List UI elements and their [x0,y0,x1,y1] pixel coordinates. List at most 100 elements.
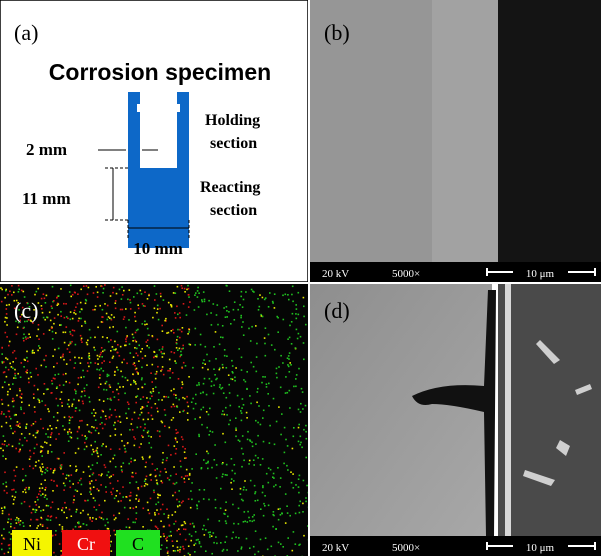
eds-dot [125,413,127,415]
eds-dot [53,366,55,368]
eds-dot [72,483,74,485]
eds-dot [57,314,59,316]
eds-dot [257,388,259,390]
eds-dot [264,505,266,507]
eds-dot [296,318,298,320]
eds-dot [162,462,164,464]
eds-dot [53,300,55,302]
eds-dot [173,394,175,396]
eds-dot [295,347,297,349]
eds-dot [122,496,124,498]
eds-dot [65,507,67,509]
eds-dot [239,441,241,443]
eds-dot [87,370,89,372]
eds-dot [306,485,308,487]
eds-dot [82,403,84,405]
eds-dot [163,299,165,301]
eds-dot [90,493,92,495]
eds-dot [64,417,66,419]
eds-dot [188,294,190,296]
eds-dot [4,506,6,508]
eds-dot [90,445,92,447]
eds-dot [123,318,125,320]
eds-dot [175,492,177,494]
eds-dot [4,371,6,373]
eds-dot [174,360,176,362]
eds-dot [73,495,75,497]
eds-dot [4,472,6,474]
eds-dot [75,466,77,468]
eds-dot [74,367,76,369]
eds-dot [241,548,243,550]
eds-dot [292,550,294,552]
eds-dot [10,526,12,528]
eds-dot [176,530,178,532]
eds-dot [18,451,20,453]
eds-dot [279,508,281,510]
eds-dot [298,478,300,480]
eds-dot [289,362,291,364]
eds-dot [29,458,31,460]
eds-dot [158,502,160,504]
eds-dot [167,477,169,479]
eds-dot [263,441,265,443]
eds-dot [53,416,55,418]
eds-dot [37,432,39,434]
eds-dot [288,358,290,360]
eds-dot [60,311,62,313]
eds-dot [165,471,167,473]
eds-dot [135,506,137,508]
eds-dot [96,427,98,429]
eds-dot [101,362,103,364]
eds-dot [264,343,266,345]
eds-dot [26,357,28,359]
eds-dot [142,458,144,460]
eds-dot [266,386,268,388]
eds-dot [60,357,62,359]
eds-dot [251,326,253,328]
panel-label: (d) [324,298,350,323]
eds-dot [250,440,252,442]
eds-dot [47,429,49,431]
eds-dot [43,333,45,335]
eds-dot [295,304,297,306]
eds-dot [303,297,305,299]
eds-dot [287,357,289,359]
eds-dot [144,424,146,426]
eds-dot [220,488,222,490]
eds-dot [71,341,73,343]
eds-dot [219,369,221,371]
eds-dot [50,444,52,446]
eds-dot [9,291,11,293]
eds-dot [269,292,271,294]
eds-dot [280,514,282,516]
eds-dot [87,362,89,364]
eds-dot [154,299,156,301]
eds-dot [265,355,267,357]
eds-dot [191,401,193,403]
eds-dot [106,389,108,391]
eds-dot [121,469,123,471]
eds-dot [44,298,46,300]
eds-dot [305,497,307,499]
eds-dot [172,372,174,374]
eds-dot [108,316,110,318]
eds-dot [160,351,162,353]
eds-dot [285,493,287,495]
eds-dot [274,444,276,446]
eds-dot [300,442,302,444]
eds-dot [12,401,14,403]
eds-dot [145,466,147,468]
eds-dot [57,458,59,460]
eds-dot [4,538,6,540]
eds-dot [16,522,18,524]
eds-dot [48,411,50,413]
eds-dot [192,523,194,525]
eds-dot [215,331,217,333]
eds-dot [62,425,64,427]
eds-dot [111,319,113,321]
eds-dot [156,480,158,482]
eds-dot [146,341,148,343]
eds-dot [168,302,170,304]
eds-dot [171,406,173,408]
